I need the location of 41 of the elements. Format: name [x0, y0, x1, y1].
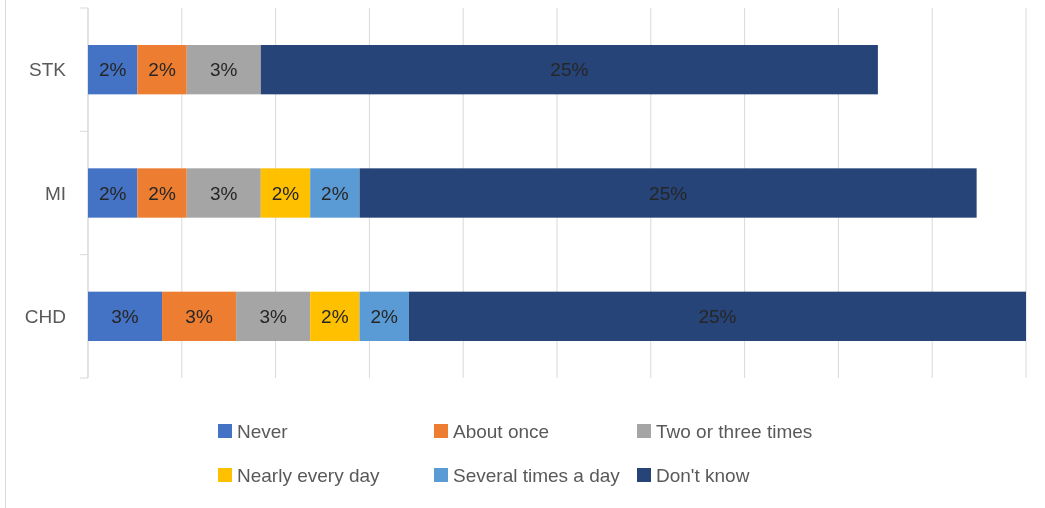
bar [359, 168, 977, 218]
bar [88, 45, 138, 95]
legend-label: Don't know [656, 464, 750, 486]
bar [186, 45, 261, 95]
data-label: 2% [148, 182, 176, 204]
data-label: 2% [98, 182, 127, 204]
legend-label: Several times a day [453, 464, 621, 486]
bar [310, 168, 360, 218]
bar [162, 291, 237, 341]
y-tick-label: STK [29, 59, 67, 81]
data-label: 2% [370, 305, 399, 327]
data-label: 25% [698, 305, 737, 327]
legend-label: Nearly every day [237, 464, 381, 486]
data-label: 3% [210, 59, 238, 81]
bar [260, 168, 311, 218]
data-label: 2% [98, 59, 127, 81]
bar [88, 168, 138, 218]
data-label: 2% [321, 182, 349, 204]
data-label: 3% [185, 305, 213, 327]
data-label: 2% [321, 305, 349, 327]
bar [88, 291, 163, 341]
bar [186, 168, 261, 218]
bar [236, 291, 311, 341]
bar [359, 291, 409, 341]
data-label: 3% [210, 182, 238, 204]
data-label: 25% [649, 182, 688, 204]
bar [408, 291, 1026, 341]
y-tick-label: MI [44, 182, 66, 204]
data-label: 3% [259, 305, 287, 327]
data-label: 2% [148, 59, 176, 81]
bar [310, 291, 360, 341]
legend-label: About once [453, 420, 550, 442]
legend-label: Never [237, 420, 289, 442]
bar [137, 45, 187, 95]
data-label: 2% [271, 182, 300, 204]
bar [260, 45, 878, 95]
y-tick-label: CHD [24, 305, 66, 327]
data-label: 3% [111, 305, 139, 327]
data-label: 25% [550, 59, 589, 81]
bar [137, 168, 187, 218]
legend-label: Two or three times [656, 420, 813, 442]
